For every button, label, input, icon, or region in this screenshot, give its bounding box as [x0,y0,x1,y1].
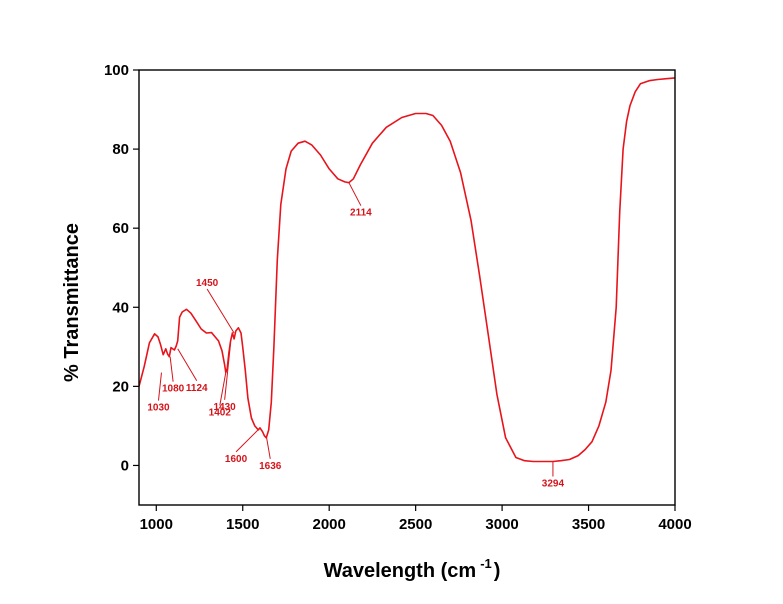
y-tick-label: 80 [112,141,129,158]
x-tick-label: 3500 [572,516,605,533]
peak-leader-line [169,356,174,382]
y-axis-title: % Transmittance [61,223,83,382]
y-tick-label: 0 [121,457,129,474]
peak-label: 1430 [214,402,237,413]
peak-leader-line [219,372,227,406]
peak-leader-line [235,427,261,453]
peak-leader-line [206,288,235,334]
y-tick-label: 20 [112,378,129,395]
axis-tick-labels: 1000 1500 2000 2500 3000 3500 4000 0 20 40 60 80 100 [104,62,692,533]
transmittance-line [138,77,676,463]
x-tick-label: 2500 [399,516,432,533]
peak-leader-line [177,348,198,382]
peak-leader-line [348,182,362,206]
x-axis-title-suffix: ) [494,560,501,582]
x-tick-label: 3000 [485,516,518,533]
x-tick-label: 4000 [658,516,691,533]
x-axis-title: Wavelength (cm -1) [324,556,501,582]
x-axis-title-main: Wavelength (cm [324,560,477,582]
peak-leader-line [157,372,162,401]
y-tick-label: 40 [112,299,129,316]
peak-label: 2114 [350,208,372,219]
x-tick-label: 2000 [313,516,346,533]
y-tick-label: 100 [104,62,129,79]
y-tick-label: 60 [112,220,129,237]
peak-leader-line [265,435,271,459]
peak-label: 1636 [259,461,282,472]
axis-ticks [133,69,676,511]
x-tick-label: 1000 [140,516,173,533]
peak-label: 3294 [542,479,565,490]
peak-label: 1402 [209,408,232,419]
x-axis-title-superscript: -1 [480,556,492,571]
peak-label: 1124 [186,383,208,394]
peak-label: 1600 [225,454,248,465]
peak-label: 1080 [162,384,185,395]
peak-label: 1450 [196,278,219,289]
peak-label: 1030 [147,403,170,414]
x-tick-label: 1500 [226,516,259,533]
plot-frame [138,69,676,506]
